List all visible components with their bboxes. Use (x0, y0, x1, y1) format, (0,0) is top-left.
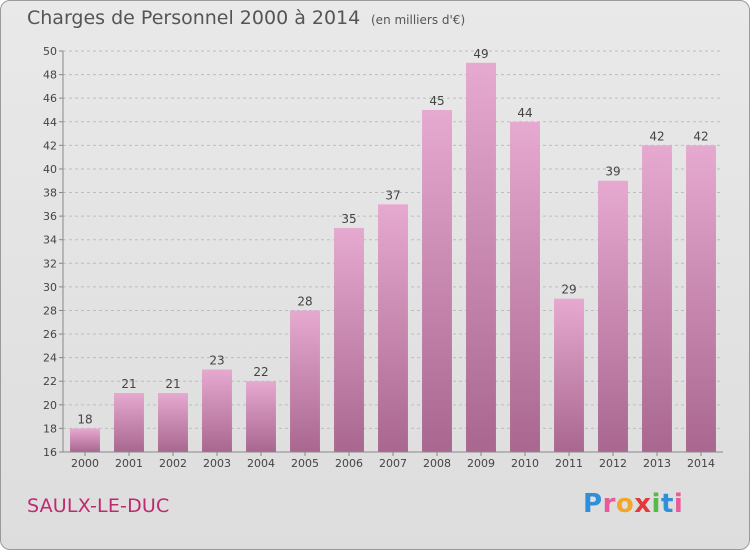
bar-2006[interactable] (334, 227, 364, 452)
y-tick-label: 26 (43, 328, 57, 341)
bar-2007[interactable] (378, 204, 408, 452)
x-tick-label-2013: 2013 (643, 457, 671, 470)
y-tick-label: 28 (43, 304, 57, 317)
value-label-2005: 28 (297, 294, 312, 308)
bar-2011[interactable] (554, 298, 584, 452)
logo-letter: r (602, 489, 616, 519)
value-label-2006: 35 (341, 212, 356, 226)
value-label-2004: 22 (253, 365, 268, 379)
x-tick-label-2011: 2011 (555, 457, 583, 470)
y-tick-label: 34 (43, 234, 57, 247)
bar-2014[interactable] (686, 145, 716, 452)
bar-2004[interactable] (246, 381, 276, 452)
bar-2001[interactable] (114, 393, 144, 452)
y-tick-label: 16 (43, 446, 57, 459)
value-label-2007: 37 (385, 188, 400, 202)
bar-2000[interactable] (70, 428, 100, 452)
y-tick-label: 46 (43, 92, 57, 105)
y-tick-label: 20 (43, 399, 57, 412)
x-tick-label-2006: 2006 (335, 457, 363, 470)
y-tick-label: 30 (43, 281, 57, 294)
x-tick-label-2012: 2012 (599, 457, 627, 470)
y-tick-label: 18 (43, 422, 57, 435)
value-label-2009: 49 (473, 47, 488, 61)
y-tick-label: 40 (43, 163, 57, 176)
y-tick-label: 44 (43, 116, 57, 129)
value-label-2001: 21 (121, 377, 136, 391)
value-label-2003: 23 (209, 353, 224, 367)
logo-letter: x (634, 489, 652, 519)
logo-letter: i (673, 489, 684, 519)
y-tick-label: 38 (43, 187, 57, 200)
x-tick-label-2004: 2004 (247, 457, 275, 470)
x-tick-label-2005: 2005 (291, 457, 319, 470)
y-tick-label: 32 (43, 257, 57, 270)
y-tick-label: 42 (43, 139, 57, 152)
y-tick-label: 22 (43, 375, 57, 388)
bar-2009[interactable] (466, 62, 496, 452)
chart-unit: (en milliers d'€) (371, 13, 466, 27)
x-tick-label-2002: 2002 (159, 457, 187, 470)
bar-2010[interactable] (510, 121, 540, 452)
x-tick-label-2008: 2008 (423, 457, 451, 470)
x-tick-label-2003: 2003 (203, 457, 231, 470)
x-tick-label-2009: 2009 (467, 457, 495, 470)
chart-title: Charges de Personnel 2000 à 2014 (27, 7, 361, 29)
value-label-2002: 21 (165, 377, 180, 391)
value-label-2008: 45 (429, 94, 444, 108)
y-tick-label: 48 (43, 69, 57, 82)
logo-letter: o (615, 489, 635, 519)
logo-letter: P (583, 489, 603, 519)
value-label-2010: 44 (517, 106, 532, 120)
bar-2002[interactable] (158, 393, 188, 452)
axes: 16 18 20 22 24 26 28 30 32 34 36 38 40 42 44 46 48 50 2000… (43, 45, 723, 470)
y-tick-label: 24 (43, 352, 57, 365)
bar-2005[interactable] (290, 310, 320, 452)
value-label-2000: 18 (77, 412, 92, 426)
bar-2012[interactable] (598, 180, 628, 452)
bar-2003[interactable] (202, 369, 232, 452)
bar-2013[interactable] (642, 145, 672, 452)
proxiti-logo[interactable]: Proxiti (583, 489, 683, 519)
bars (70, 62, 716, 453)
value-label-2014: 42 (693, 129, 708, 143)
value-label-2013: 42 (649, 129, 664, 143)
y-tick-label: 50 (43, 45, 57, 58)
logo-letter: t (660, 489, 674, 519)
logo-letter: i (651, 489, 661, 519)
value-label-2012: 39 (605, 165, 620, 179)
value-labels: 18 21 21 23 22 28 35 37 45 49 44 29 39 42 42 (77, 47, 708, 427)
y-tick-label: 36 (43, 210, 57, 223)
value-label-2011: 29 (561, 283, 576, 297)
x-tick-label-2010: 2010 (511, 457, 539, 470)
x-tick-label-2000: 2000 (71, 457, 99, 470)
x-tick-label-2001: 2001 (115, 457, 143, 470)
x-tick-label-2014: 2014 (687, 457, 715, 470)
commune-name: SAULX-LE-DUC (27, 495, 170, 517)
x-tick-label-2007: 2007 (379, 457, 407, 470)
bar-2008[interactable] (422, 109, 452, 453)
